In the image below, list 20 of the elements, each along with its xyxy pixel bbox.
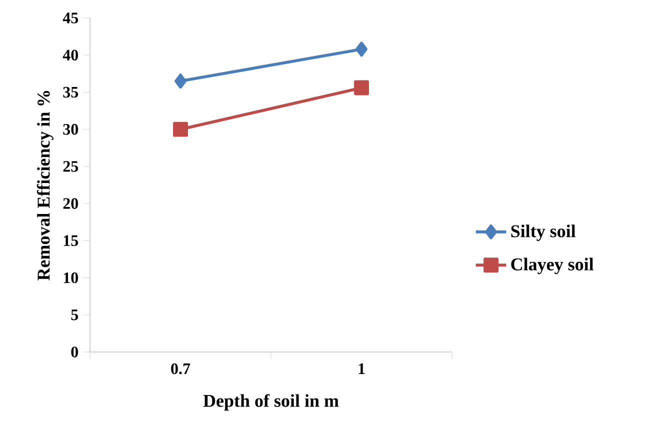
legend-label: Clayey soil — [511, 258, 594, 274]
y-tick-label: 0 — [71, 346, 78, 358]
x-tick-label: 0.7 — [171, 363, 190, 374]
y-tick-label: 35 — [63, 86, 78, 98]
x-axis-title: Depth of soil in m — [203, 394, 339, 411]
y-tick-label: 5 — [71, 310, 78, 320]
y-tick-label: 10 — [64, 272, 78, 284]
y-tick-label: 45 — [62, 12, 78, 24]
y-tick-label: 40 — [62, 50, 78, 61]
point — [356, 42, 368, 57]
x-tick-label: 1 — [358, 363, 365, 374]
legend-label: Silty soil — [511, 224, 576, 242]
point — [174, 74, 186, 89]
point — [354, 80, 369, 96]
y-axis-title: Removal Efficiency in % — [36, 90, 54, 280]
y-tick-label: 30 — [63, 124, 78, 135]
y-tick-label: 25 — [63, 161, 78, 172]
point — [173, 122, 188, 137]
y-tick-label: 20 — [63, 198, 78, 209]
y-tick-label: 15 — [64, 235, 78, 246]
